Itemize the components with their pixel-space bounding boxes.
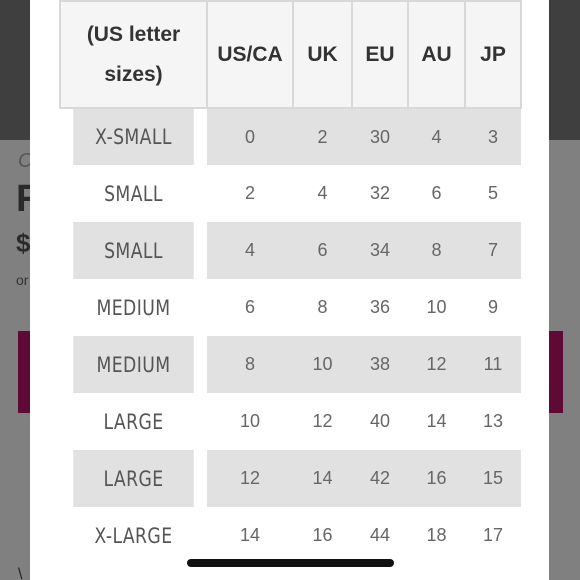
size-jp: 13 xyxy=(465,393,521,450)
size-uk: 12 xyxy=(293,393,352,450)
size-uk: 8 xyxy=(293,279,352,336)
size-jp: 15 xyxy=(465,450,521,507)
background-buy-button-edge xyxy=(549,331,563,413)
background-price-text: $ xyxy=(16,228,31,258)
size-au: 6 xyxy=(408,165,465,222)
size-us-ca: 14 xyxy=(207,507,293,564)
size-jp: 7 xyxy=(465,222,521,279)
size-eu: 36 xyxy=(352,279,408,336)
size-jp: 5 xyxy=(465,165,521,222)
header-jp: JP xyxy=(464,0,522,109)
size-au: 10 xyxy=(408,279,465,336)
table-row: LARGE 12 14 42 16 15 xyxy=(60,450,521,507)
size-label: SMALL xyxy=(73,165,194,222)
table-row: MEDIUM 6 8 36 10 9 xyxy=(60,279,521,336)
size-us-ca: 4 xyxy=(207,222,293,279)
size-jp: 17 xyxy=(465,507,521,564)
background-corner-glyph: \ xyxy=(18,566,23,580)
size-label: SMALL xyxy=(73,222,194,279)
table-row: SMALL 2 4 32 6 5 xyxy=(60,165,521,222)
size-us-ca: 2 xyxy=(207,165,293,222)
size-au: 16 xyxy=(408,450,465,507)
size-us-ca: 10 xyxy=(207,393,293,450)
size-uk: 2 xyxy=(293,108,352,165)
size-au: 12 xyxy=(408,336,465,393)
size-label: X-LARGE xyxy=(73,507,194,564)
size-au: 4 xyxy=(408,108,465,165)
home-indicator-bar[interactable] xyxy=(187,559,394,567)
size-us-ca: 8 xyxy=(207,336,293,393)
size-jp: 9 xyxy=(465,279,521,336)
size-label: LARGE xyxy=(73,393,194,450)
size-uk: 16 xyxy=(293,507,352,564)
table-row: SMALL 4 6 34 8 7 xyxy=(60,222,521,279)
size-au: 14 xyxy=(408,393,465,450)
size-uk: 6 xyxy=(293,222,352,279)
size-au: 8 xyxy=(408,222,465,279)
size-label: MEDIUM xyxy=(73,279,194,336)
header-us-letter-sizes: (US letter sizes) xyxy=(59,0,208,109)
size-eu: 44 xyxy=(352,507,408,564)
size-jp: 3 xyxy=(465,108,521,165)
size-uk: 14 xyxy=(293,450,352,507)
table-header-row: (US letter sizes) US/CA UK EU AU JP xyxy=(59,0,522,109)
size-eu: 32 xyxy=(352,165,408,222)
header-au: AU xyxy=(407,0,466,109)
size-eu: 38 xyxy=(352,336,408,393)
size-label: X-SMALL xyxy=(73,108,194,165)
header-uk: UK xyxy=(292,0,353,109)
header-us-ca: US/CA xyxy=(206,0,294,109)
header-eu: EU xyxy=(351,0,409,109)
size-eu: 40 xyxy=(352,393,408,450)
background-category-text: C xyxy=(18,150,33,172)
size-uk: 4 xyxy=(293,165,352,222)
size-chart-table: (US letter sizes) US/CA UK EU AU JP X-SM… xyxy=(59,0,522,564)
table-row: LARGE 10 12 40 14 13 xyxy=(60,393,521,450)
size-chart-modal: (US letter sizes) US/CA UK EU AU JP X-SM… xyxy=(30,0,549,580)
table-row: MEDIUM 8 10 38 12 11 xyxy=(60,336,521,393)
size-jp: 11 xyxy=(465,336,521,393)
size-eu: 34 xyxy=(352,222,408,279)
size-us-ca: 12 xyxy=(207,450,293,507)
size-eu: 30 xyxy=(352,108,408,165)
size-label: MEDIUM xyxy=(73,336,194,393)
table-row: X-LARGE 14 16 44 18 17 xyxy=(60,507,521,564)
size-uk: 10 xyxy=(293,336,352,393)
size-us-ca: 6 xyxy=(207,279,293,336)
size-eu: 42 xyxy=(352,450,408,507)
size-us-ca: 0 xyxy=(207,108,293,165)
table-row: X-SMALL 0 2 30 4 3 xyxy=(60,108,521,165)
background-offer-text: or xyxy=(16,272,29,288)
size-au: 18 xyxy=(408,507,465,564)
size-label: LARGE xyxy=(73,450,194,507)
background-buy-button xyxy=(18,331,32,413)
